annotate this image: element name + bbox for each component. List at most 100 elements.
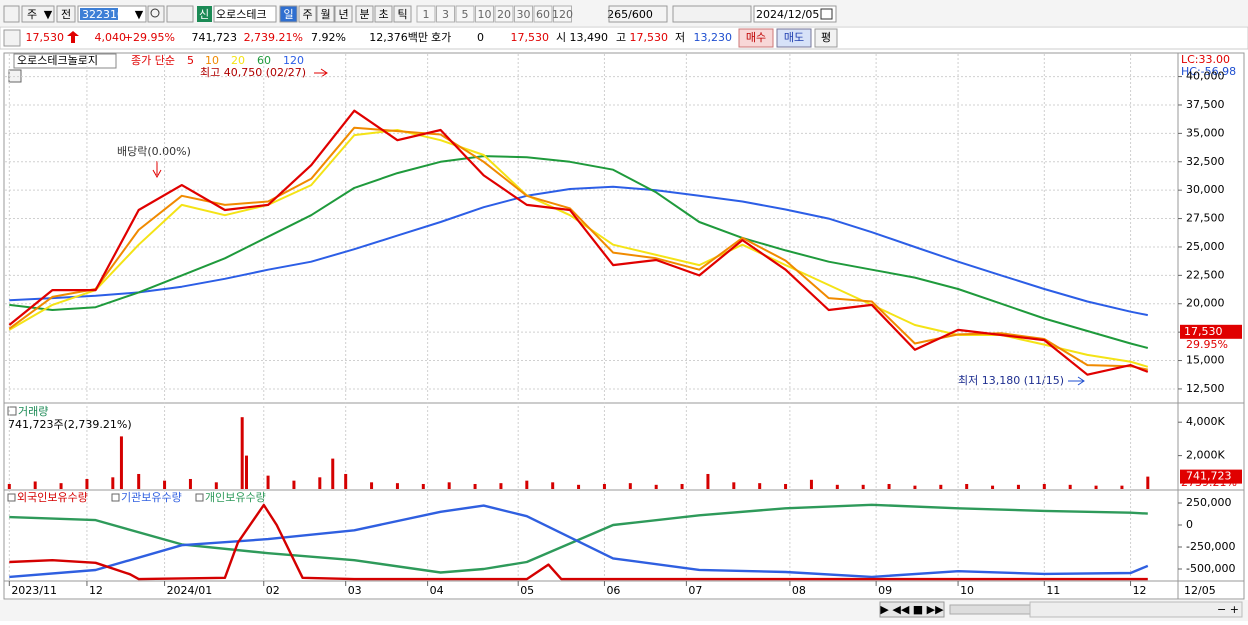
x-end-label: 12/05	[1184, 584, 1216, 597]
volume-bar	[577, 484, 581, 489]
current-pct: 29.95%	[1186, 338, 1228, 351]
y-tick-label: 250,000	[1186, 496, 1232, 509]
dropdown-arrow: ▼	[135, 8, 144, 21]
period-label: 분	[359, 8, 369, 21]
period-button[interactable]	[355, 5, 374, 23]
minute-button[interactable]	[436, 5, 455, 23]
holding-line	[9, 504, 1149, 579]
volume-bar	[1120, 485, 1124, 489]
chart-frame	[3, 52, 1245, 600]
current-price: 17,530	[1184, 325, 1223, 338]
volume-bar	[991, 485, 995, 489]
avg: 평	[821, 31, 831, 44]
volume-bar	[163, 480, 167, 489]
quote-change-pct: +29.95%	[124, 31, 175, 44]
low-label: 저	[675, 31, 685, 44]
volume-bar	[111, 477, 115, 489]
volume-bar	[447, 482, 451, 489]
moving-average-line	[9, 185, 1148, 317]
new-badge-box	[197, 6, 212, 22]
y-tick-label: 15,000	[1186, 354, 1225, 367]
date-box[interactable]	[753, 5, 837, 23]
volume-bar	[370, 482, 374, 489]
period-button[interactable]	[316, 5, 335, 23]
legend-entry: 개인보유수량	[205, 491, 266, 504]
volume-summary: 741,723주(2,739.21%)	[8, 418, 132, 431]
stock-legend: 오로스테크놀로지	[17, 54, 98, 67]
dropdown-arrow: ▼	[44, 8, 53, 21]
moving-average-line	[9, 155, 1149, 349]
minute-button[interactable]	[514, 5, 533, 23]
legend-entry: 120	[283, 54, 304, 67]
volume-bar	[809, 479, 813, 489]
x-tick-label: 02	[266, 584, 280, 597]
volume-bar	[1094, 485, 1098, 489]
market-select[interactable]	[21, 5, 55, 23]
volume-bar	[525, 480, 529, 489]
period-button[interactable]	[279, 5, 298, 23]
volume-bar	[784, 483, 788, 489]
minute-button[interactable]	[533, 5, 553, 23]
high-note: 최고 40,750 (02/27)	[200, 66, 306, 79]
legend-entry: 외국인보유수량	[17, 491, 88, 504]
period-button[interactable]	[334, 5, 353, 23]
stock-legend-box	[13, 53, 117, 69]
holding-line	[9, 503, 1148, 574]
period-button[interactable]	[374, 5, 393, 23]
volume-bar	[119, 436, 123, 489]
y-tick-label: 35,000	[1186, 126, 1225, 139]
minute-button[interactable]	[553, 5, 572, 23]
volume-bar	[1042, 483, 1046, 489]
period-label: 월	[320, 8, 330, 21]
dividend-note: 배당락(0.00%)	[117, 145, 191, 158]
x-tick-label: 07	[688, 584, 702, 597]
volume-bar	[245, 455, 248, 489]
table-icon[interactable]	[8, 69, 22, 83]
period-button[interactable]	[298, 5, 317, 23]
tool-icons[interactable]	[672, 5, 752, 23]
volume-bar	[887, 483, 891, 489]
menu-icon[interactable]	[3, 5, 20, 23]
high: 17,530	[630, 31, 669, 44]
minute-button[interactable]	[455, 5, 475, 23]
minute-button[interactable]	[475, 5, 494, 23]
y-tick-label: 2,000K	[1186, 449, 1225, 462]
avg-button[interactable]	[814, 28, 838, 48]
hoga: 0	[477, 31, 484, 44]
zoom-tools[interactable]	[1029, 601, 1243, 618]
sell-button[interactable]	[776, 28, 812, 48]
nav-buttons[interactable]	[879, 601, 945, 618]
volume-bar	[913, 485, 917, 489]
buy-button[interactable]	[738, 28, 774, 48]
x-tick-label: 08	[792, 584, 806, 597]
legend-entry: 기관보유수량	[121, 491, 182, 504]
x-tick-label: 05	[520, 584, 534, 597]
volume-bar	[835, 484, 839, 489]
quote-change: 4,040	[95, 31, 127, 44]
new-badge: 신	[199, 8, 209, 21]
volume-bar	[292, 480, 296, 489]
prev-button[interactable]	[56, 5, 76, 23]
volume-bar	[939, 484, 943, 489]
dividend-arrow	[152, 161, 162, 179]
search-button[interactable]	[147, 5, 165, 23]
x-tick-label: 11	[1046, 584, 1060, 597]
volume-bar	[7, 483, 11, 489]
legend-entry: 5	[187, 54, 194, 67]
volume-bar	[551, 482, 555, 489]
x-tick-label: 04	[430, 584, 444, 597]
code-highlight	[80, 8, 118, 20]
scroll-track[interactable]	[949, 604, 1031, 615]
minute-button[interactable]	[416, 5, 436, 23]
y-tick-label: 32,500	[1186, 155, 1225, 168]
holding-line	[9, 503, 1148, 581]
stock-name: 오로스테크	[216, 8, 267, 21]
minute-button[interactable]	[494, 5, 514, 23]
date: 2024/12/05	[756, 8, 819, 21]
period-label: 틱	[397, 8, 407, 21]
period-button[interactable]	[393, 5, 412, 23]
sound-button[interactable]	[166, 5, 194, 23]
period-label: 주	[302, 8, 312, 21]
